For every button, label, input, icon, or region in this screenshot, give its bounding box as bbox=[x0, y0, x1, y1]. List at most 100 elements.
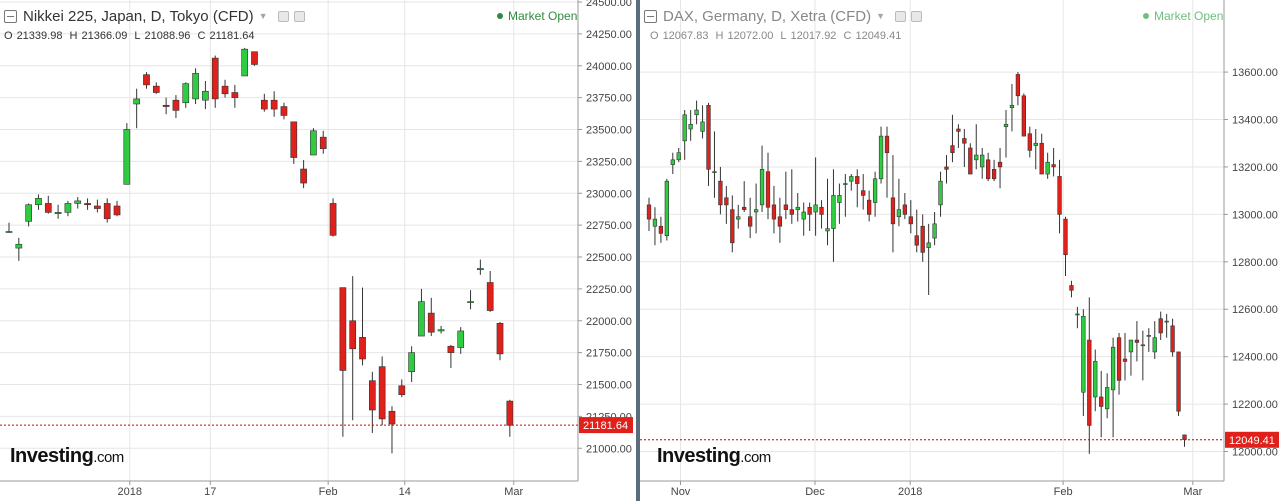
high-value: 12072.00 bbox=[727, 30, 774, 42]
candle-body bbox=[825, 228, 830, 232]
candle-body bbox=[664, 180, 669, 237]
candle-body bbox=[182, 83, 190, 104]
candle-body bbox=[1134, 339, 1140, 343]
high-value: 21366.09 bbox=[81, 30, 128, 42]
y-tick-label: 13200.00 bbox=[1232, 162, 1278, 174]
y-tick-label: 21750.00 bbox=[586, 348, 632, 360]
candle-body bbox=[676, 152, 681, 161]
chart-title: Nikkei 225, Japan, D, Tokyo (CFD) bbox=[23, 7, 254, 25]
open-value: 12067.83 bbox=[662, 30, 709, 42]
candle-body bbox=[25, 204, 32, 222]
candle-body bbox=[867, 199, 872, 215]
candle-body bbox=[986, 159, 991, 180]
candle-body bbox=[884, 135, 890, 154]
settings-icon[interactable] bbox=[277, 10, 289, 22]
candle-body bbox=[765, 171, 771, 208]
y-tick-label: 23000.00 bbox=[586, 188, 632, 200]
candle-body bbox=[855, 176, 860, 184]
y-tick-label: 12800.00 bbox=[1232, 257, 1278, 269]
nikkei-chart-panel: 21000.0021250.0021500.0021750.0022000.00… bbox=[0, 0, 636, 501]
candle-body bbox=[359, 337, 366, 360]
dax-chart[interactable]: 12000.00 12200.00 12400.00 12600.00 12800.00… bbox=[640, 0, 1282, 501]
candle-body bbox=[944, 166, 949, 170]
candle-body bbox=[398, 385, 406, 395]
collapse-icon[interactable] bbox=[644, 9, 657, 23]
x-tick-label: Nov bbox=[671, 486, 691, 498]
candle-body bbox=[202, 90, 209, 101]
collapse-icon[interactable] bbox=[4, 9, 17, 23]
candle-body bbox=[658, 225, 664, 234]
candle-body bbox=[1099, 396, 1104, 407]
candle-body bbox=[221, 85, 229, 95]
candle-body bbox=[837, 195, 842, 203]
candle-body bbox=[759, 169, 765, 206]
candle-body bbox=[1003, 123, 1009, 127]
high-label: H bbox=[715, 30, 724, 42]
nikkei-chart[interactable]: 21000.0021250.0021500.0021750.0022000.00… bbox=[0, 0, 636, 501]
candle-body bbox=[706, 104, 711, 170]
candle-body bbox=[270, 99, 278, 110]
candle-body bbox=[172, 99, 180, 111]
candle-body bbox=[1033, 142, 1038, 146]
close-label: C bbox=[843, 30, 852, 42]
candle-body bbox=[914, 235, 919, 246]
y-tick-label: 12200.00 bbox=[1232, 399, 1278, 411]
candle-body bbox=[231, 92, 239, 98]
candle-body bbox=[819, 206, 824, 215]
candle-body bbox=[496, 322, 504, 355]
expand-icon[interactable] bbox=[911, 10, 923, 22]
candle-body bbox=[1063, 218, 1068, 255]
investing-logo: Investing.com bbox=[10, 445, 124, 467]
candle-body bbox=[94, 205, 101, 209]
chevron-down-icon[interactable]: ▼ bbox=[258, 11, 268, 21]
candle-body bbox=[162, 104, 170, 107]
y-tick-label: 22500.00 bbox=[586, 252, 632, 264]
candle-body bbox=[1146, 335, 1151, 337]
low-label: L bbox=[134, 30, 141, 42]
market-status: Market Open bbox=[497, 9, 577, 23]
candle-body bbox=[1057, 176, 1062, 215]
candle-body bbox=[932, 223, 937, 239]
candle-body bbox=[74, 200, 82, 204]
candle-body bbox=[319, 136, 327, 149]
status-dot-icon bbox=[497, 12, 503, 19]
x-tick-label: Feb bbox=[1054, 486, 1073, 498]
candle-body bbox=[777, 216, 783, 227]
settings-icon[interactable] bbox=[895, 10, 907, 22]
candle-body bbox=[1105, 387, 1110, 410]
chevron-down-icon[interactable]: ▼ bbox=[876, 11, 886, 21]
candle-body bbox=[113, 205, 121, 216]
candle-body bbox=[771, 204, 777, 220]
candle-body bbox=[457, 330, 465, 348]
candle-body bbox=[718, 180, 723, 206]
candle-body bbox=[950, 145, 955, 154]
candle-body bbox=[849, 176, 854, 182]
candle-body bbox=[843, 183, 848, 185]
candle-body bbox=[5, 231, 13, 233]
candle-body bbox=[211, 57, 219, 100]
candle-body bbox=[1087, 339, 1092, 426]
candle-body bbox=[813, 204, 818, 213]
expand-icon[interactable] bbox=[293, 10, 305, 22]
candle-body bbox=[280, 106, 288, 116]
candle-body bbox=[902, 204, 907, 215]
candle-body bbox=[724, 197, 729, 206]
candle-body bbox=[1116, 337, 1122, 381]
y-tick-label: 12000.00 bbox=[1232, 447, 1278, 459]
candle-body bbox=[688, 123, 693, 130]
y-tick-label: 22750.00 bbox=[586, 220, 632, 232]
x-tick-label: 14 bbox=[399, 486, 411, 498]
candle-body bbox=[712, 171, 717, 173]
candle-body bbox=[260, 99, 268, 110]
y-tick-label: 13400.00 bbox=[1232, 115, 1278, 127]
candle-body bbox=[968, 147, 973, 175]
low-value: 12017.92 bbox=[790, 30, 837, 42]
low-value: 21088.96 bbox=[144, 30, 191, 42]
x-tick-label: Dec bbox=[805, 486, 825, 498]
candle-body bbox=[920, 225, 925, 253]
candle-body bbox=[956, 128, 961, 132]
candle-body bbox=[123, 129, 131, 185]
candle-body bbox=[103, 203, 111, 220]
candle-body bbox=[1021, 95, 1026, 137]
candle-body bbox=[783, 204, 788, 210]
